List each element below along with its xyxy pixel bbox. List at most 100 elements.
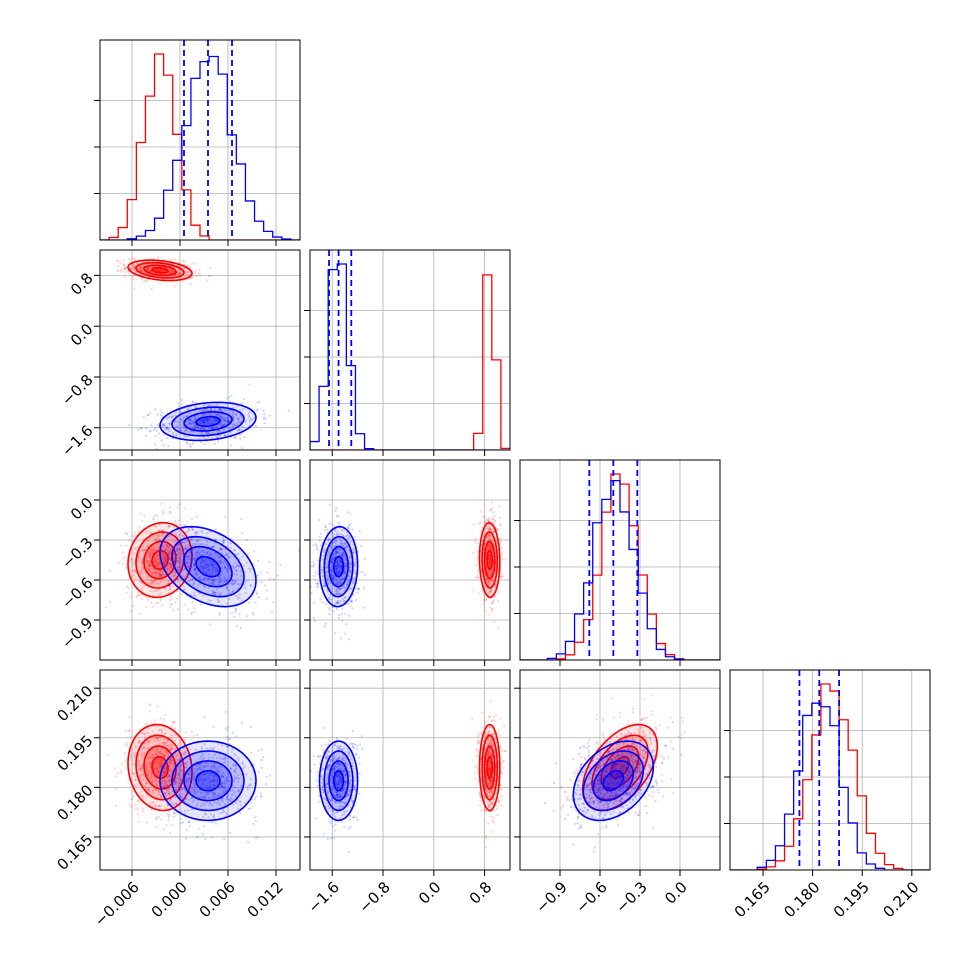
scatter-point [127, 729, 131, 732]
scatter-point [488, 554, 491, 557]
scatter-point [211, 578, 214, 581]
scatter-point [210, 559, 213, 562]
scatter-point [188, 773, 191, 776]
scatter-point [167, 427, 171, 430]
scatter-point [326, 565, 329, 568]
scatter-point [337, 582, 340, 585]
scatter-point [202, 765, 206, 768]
scatter-point [133, 265, 136, 268]
scatter-point [164, 533, 167, 536]
scatter-point [115, 775, 118, 778]
scatter-point [207, 431, 211, 435]
scatter-point [489, 525, 492, 528]
scatter-point [167, 779, 170, 782]
scatter-point [337, 599, 340, 602]
scatter-point [177, 758, 181, 762]
scatter-point [484, 520, 487, 523]
scatter-point [198, 543, 201, 546]
scatter-point [339, 581, 343, 585]
scatter-point [208, 801, 211, 805]
scatter-point [338, 563, 341, 566]
scatter-point [337, 601, 341, 605]
scatter-point [202, 778, 206, 781]
scatter-point [193, 556, 197, 559]
scatter-point [174, 533, 178, 536]
scatter-point [175, 553, 178, 556]
scatter-point [233, 791, 237, 794]
scatter-point [198, 576, 201, 579]
scatter-point [345, 545, 349, 548]
scatter-point [163, 770, 167, 773]
scatter-point [149, 761, 152, 765]
scatter-point [202, 567, 205, 570]
scatter-point [350, 599, 353, 602]
scatter-point [488, 548, 491, 551]
scatter-point [140, 795, 143, 798]
scatter-point [145, 772, 149, 775]
scatter-point [332, 577, 335, 580]
scatter-point [203, 426, 206, 429]
scatter-point [134, 270, 137, 273]
scatter-point [493, 620, 496, 623]
scatter-point [120, 769, 123, 772]
scatter-point [198, 420, 202, 423]
scatter-point [186, 520, 189, 523]
scatter-point [331, 524, 335, 527]
scatter-point [244, 591, 247, 594]
scatter-point [325, 603, 328, 606]
contour-blue [195, 555, 221, 578]
scatter-point [169, 269, 172, 272]
scatter-point [145, 821, 148, 824]
scatter-point [490, 608, 493, 611]
scatter-point [141, 594, 145, 597]
scatter-point [498, 538, 501, 541]
scatter-point [174, 781, 178, 784]
scatter-point [210, 790, 214, 794]
scatter-point [173, 733, 176, 736]
scatter-point [160, 759, 163, 762]
scatter-point [167, 535, 170, 538]
scatter-point [143, 280, 146, 283]
scatter-point [228, 555, 232, 559]
scatter-point [487, 533, 491, 536]
scatter-point [315, 547, 319, 550]
scatter-point [161, 753, 165, 756]
scatter-point [353, 570, 356, 573]
scatter-point [157, 529, 160, 532]
scatter-point [483, 542, 486, 545]
scatter-point [159, 795, 162, 799]
scatter-point [206, 419, 209, 422]
scatter-point [133, 531, 136, 534]
scatter-point [210, 765, 213, 769]
scatter-point [185, 561, 188, 565]
scatter-point [129, 267, 133, 271]
scatter-point [234, 413, 237, 416]
scatter-point [238, 428, 241, 431]
scatter-point [330, 560, 333, 563]
scatter-point [213, 418, 216, 421]
scatter-point [206, 431, 209, 434]
scatter-point [172, 584, 175, 588]
scatter-point [199, 767, 202, 770]
scatter-point [189, 569, 192, 572]
scatter-point [161, 741, 164, 745]
scatter-point [192, 776, 196, 779]
scatter-point [159, 765, 162, 768]
scatter-point [204, 813, 207, 816]
scatter-point [207, 757, 211, 760]
scatter-point [200, 432, 203, 435]
scatter-point [140, 598, 144, 601]
scatter-point [328, 538, 331, 541]
scatter-point [158, 793, 161, 796]
scatter-point [347, 602, 350, 606]
scatter-point [348, 523, 351, 526]
scatter-point [484, 521, 487, 524]
scatter-point [488, 529, 491, 532]
scatter-point [169, 598, 172, 601]
scatter-point [160, 759, 163, 762]
contour-red [486, 549, 494, 571]
scatter-point [165, 566, 168, 570]
scatter-point [205, 570, 208, 573]
scatter-point [237, 552, 240, 556]
scatter-point [158, 743, 161, 746]
